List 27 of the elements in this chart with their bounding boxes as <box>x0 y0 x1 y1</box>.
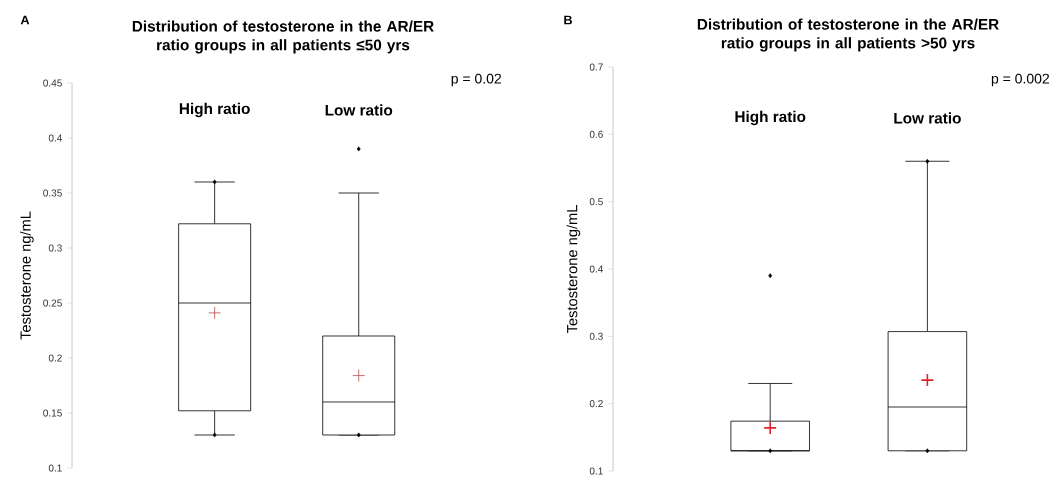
text: B <box>564 15 572 25</box>
y-tick-label: 0.45 <box>43 79 62 87</box>
y-tick-label: 0.6 <box>589 130 603 138</box>
chart-title: Distribution of testosterone in the AR/ER ratio groups in all patients >50 yrs <box>697 18 999 52</box>
y-axis-title: Testosterone ng/mL <box>20 211 34 340</box>
y-tick-label: 0.3 <box>589 332 603 340</box>
y-tick-label: 0.15 <box>43 409 62 417</box>
y-tick-label: 0.4 <box>589 265 603 273</box>
x-tick-label: Low ratio <box>894 112 961 124</box>
x-tick-label: High ratio <box>735 110 806 126</box>
annotation: p = 0.002 <box>991 73 1049 87</box>
y-tick-label: 0.7 <box>589 63 603 71</box>
y-axis-title: Testosterone ng/mL <box>566 205 581 334</box>
y-tick-label: 0.5 <box>589 198 603 206</box>
y-tick-label: 0.1 <box>48 464 62 472</box>
x-tick-label: Low ratio <box>325 104 393 116</box>
y-tick-label: 0.25 <box>43 299 62 307</box>
x-tick-label: High ratio <box>179 102 250 118</box>
y-tick-label: 0.2 <box>589 400 603 408</box>
chart-title: Distribution of testosterone in the AR/ER ratio groups in all patients ≤50 yrs <box>132 20 434 54</box>
y-tick-label: 0.1 <box>589 467 603 475</box>
text: p = 0.02 <box>451 73 501 87</box>
y-tick-label: 0.4 <box>48 134 63 142</box>
y-tick-label: 0.35 <box>43 189 62 197</box>
y-tick-label: 0.2 <box>48 354 62 362</box>
text: A <box>20 15 30 25</box>
y-tick-label: 0.3 <box>48 244 62 252</box>
